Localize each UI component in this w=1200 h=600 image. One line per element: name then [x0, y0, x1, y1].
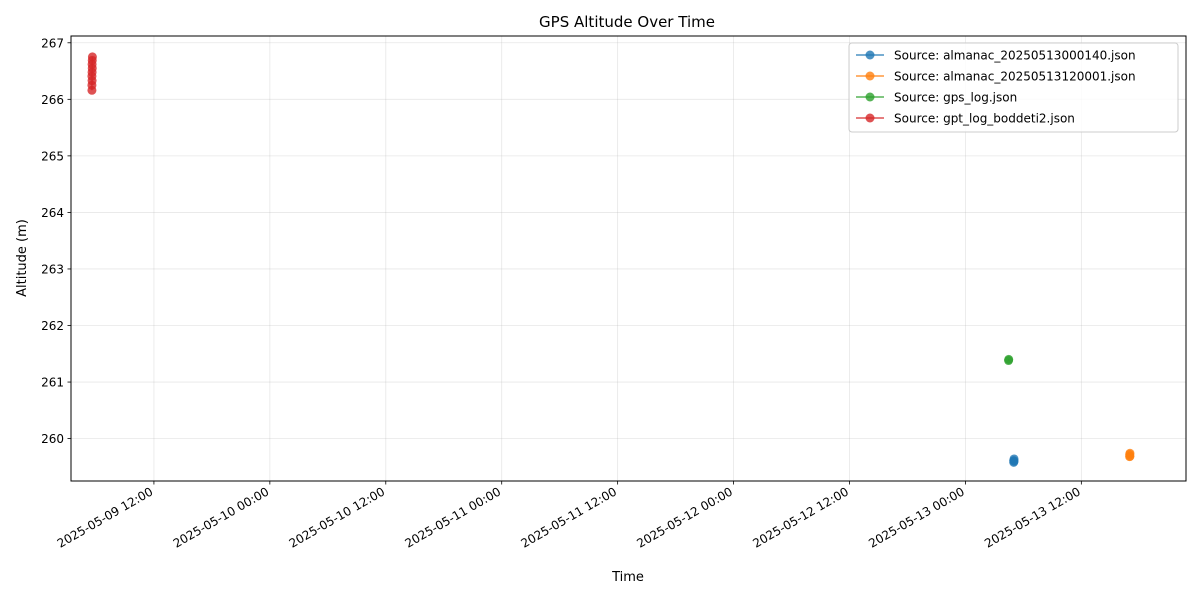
- series-1: [1125, 448, 1135, 462]
- legend-box: [848, 42, 1179, 133]
- legend-marker: [865, 50, 875, 60]
- y-tick-label: 262: [41, 319, 64, 333]
- plot-frame: [70, 35, 1187, 482]
- y-tick-label: 266: [41, 93, 64, 107]
- data-point: [1004, 354, 1014, 364]
- y-tick-label: 263: [41, 262, 64, 276]
- legend-marker: [865, 92, 875, 102]
- data-point: [87, 52, 97, 62]
- data-point: [1009, 456, 1019, 466]
- legend-item: Source: gpt_log_boddeti2.json: [856, 112, 1075, 126]
- legend-item: Source: gps_log.json: [856, 91, 1017, 105]
- y-tick-label: 260: [41, 432, 64, 446]
- legend-item: Source: almanac_20250513120001.json: [856, 70, 1136, 84]
- legend: Source: almanac_20250513000140.json Sourc…: [848, 42, 1179, 133]
- y-tick-label: 261: [41, 376, 64, 390]
- x-axis-label: Time: [611, 570, 644, 585]
- y-tick-label: 265: [41, 149, 64, 163]
- chart-title: GPS Altitude Over Time: [539, 13, 715, 31]
- series-3: [87, 52, 97, 95]
- legend-item: Source: almanac_20250513000140.json: [856, 49, 1136, 63]
- y-axis-label: Altitude (m): [15, 219, 30, 297]
- series-layer: [87, 52, 1135, 467]
- series-2: [1004, 354, 1014, 366]
- legend-label: Source: almanac_20250513120001.json: [894, 70, 1136, 84]
- legend-label: Source: almanac_20250513000140.json: [894, 49, 1136, 63]
- data-point: [1125, 451, 1135, 461]
- y-tick-label: 267: [41, 36, 64, 50]
- y-tick-label: 264: [41, 206, 64, 220]
- legend-label: Source: gps_log.json: [894, 91, 1017, 105]
- legend-label: Source: gpt_log_boddeti2.json: [894, 112, 1075, 126]
- legend-marker: [865, 71, 875, 81]
- grid-layer: [71, 36, 1186, 481]
- series-0: [1009, 454, 1019, 467]
- legend-marker: [865, 113, 875, 123]
